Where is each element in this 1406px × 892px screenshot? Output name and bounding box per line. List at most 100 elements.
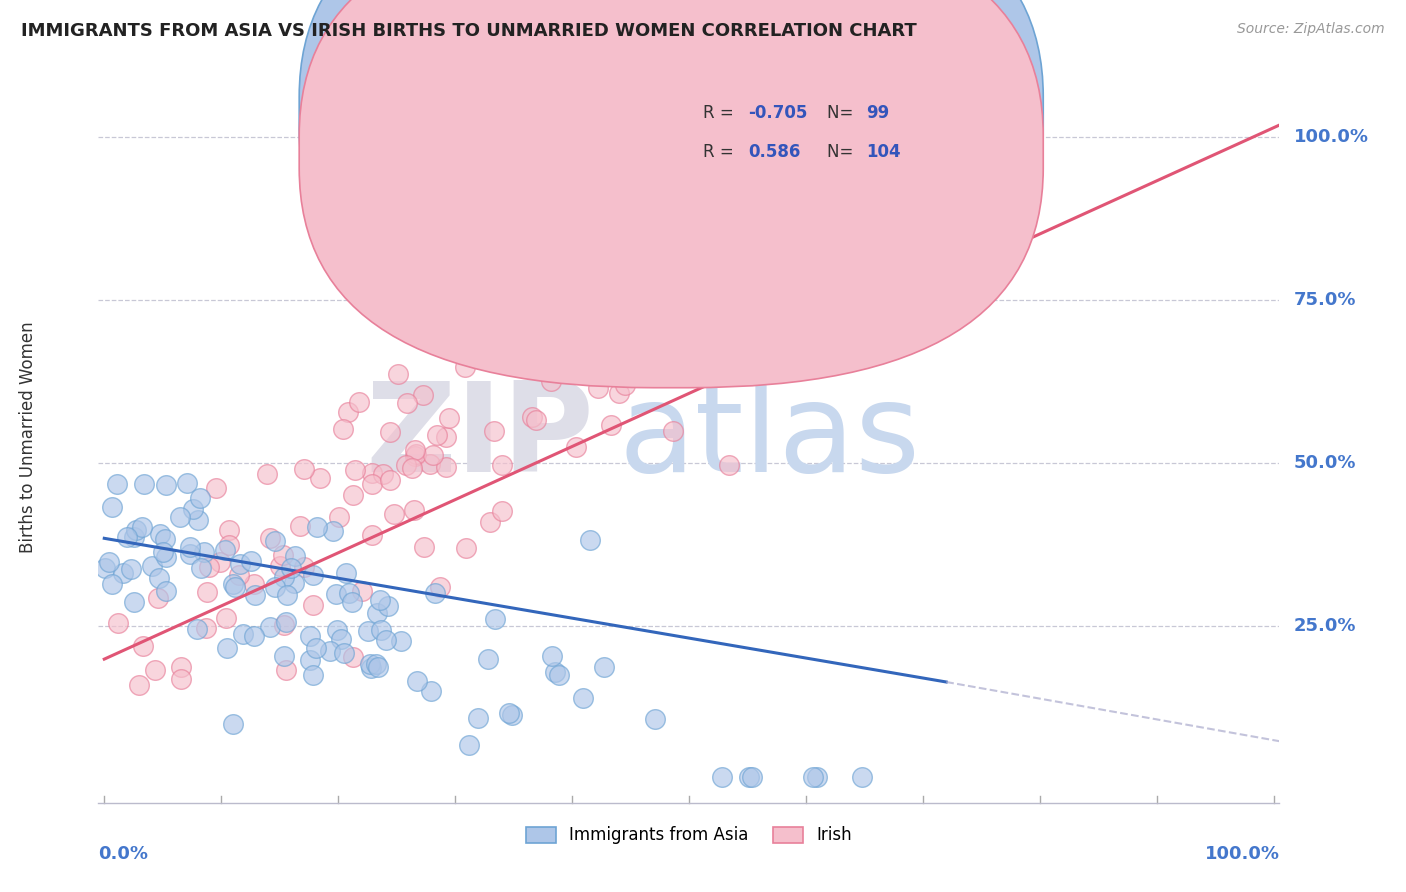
Point — [264, 580, 287, 594]
Text: atlas: atlas — [619, 376, 920, 498]
Text: 100.0%: 100.0% — [1294, 128, 1368, 145]
Point — [94, 561, 117, 575]
Point — [239, 554, 262, 568]
Point — [738, 770, 761, 784]
Point — [412, 541, 434, 555]
Point — [344, 463, 367, 477]
Point — [329, 632, 352, 646]
Point — [491, 504, 513, 518]
Point — [305, 520, 328, 534]
Point — [839, 187, 862, 202]
Point — [434, 430, 457, 444]
Point — [134, 477, 156, 491]
Point — [274, 663, 297, 677]
Point — [404, 449, 426, 463]
Point — [404, 503, 426, 517]
Point — [124, 524, 146, 538]
Point — [319, 644, 342, 658]
Point — [187, 513, 209, 527]
Point — [107, 615, 129, 630]
Point — [613, 378, 636, 392]
Point — [741, 770, 763, 784]
Point — [678, 202, 700, 217]
Point — [325, 587, 347, 601]
Point — [105, 477, 128, 491]
Text: N=: N= — [827, 143, 859, 161]
Point — [347, 394, 370, 409]
Point — [804, 351, 827, 365]
Text: -0.705: -0.705 — [748, 104, 807, 122]
Point — [522, 409, 544, 424]
Text: Births to Unmarried Women: Births to Unmarried Women — [18, 321, 37, 553]
Point — [458, 739, 481, 753]
Point — [273, 649, 295, 664]
Point — [707, 304, 730, 318]
Point — [412, 387, 434, 401]
Point — [131, 639, 153, 653]
Point — [395, 458, 418, 472]
Point — [152, 545, 174, 559]
Point — [368, 592, 391, 607]
Point — [146, 591, 169, 606]
Point — [243, 589, 266, 603]
Point — [444, 208, 467, 222]
Point — [541, 648, 564, 663]
Point — [218, 523, 240, 537]
Point — [419, 457, 441, 471]
Point — [155, 477, 177, 491]
Point — [702, 360, 724, 375]
Point — [522, 245, 544, 260]
Point — [364, 657, 387, 672]
Point — [290, 518, 312, 533]
Point — [422, 448, 444, 462]
Point — [512, 328, 534, 343]
Point — [456, 541, 478, 556]
Point — [389, 633, 412, 648]
Point — [111, 566, 134, 580]
Text: 75.0%: 75.0% — [1294, 291, 1355, 309]
Point — [302, 668, 325, 682]
Point — [723, 322, 745, 336]
Text: R =: R = — [703, 104, 740, 122]
Point — [100, 500, 122, 515]
Point — [305, 640, 328, 655]
Point — [700, 329, 723, 343]
Point — [131, 520, 153, 534]
Text: 50.0%: 50.0% — [1294, 454, 1355, 472]
Point — [120, 562, 142, 576]
Point — [169, 509, 191, 524]
Point — [583, 342, 606, 356]
Point — [205, 481, 228, 495]
Point — [195, 584, 218, 599]
Point — [193, 545, 215, 559]
Point — [280, 561, 302, 575]
Text: IMMIGRANTS FROM ASIA VS IRISH BIRTHS TO UNMARRIED WOMEN CORRELATION CHART: IMMIGRANTS FROM ASIA VS IRISH BIRTHS TO … — [21, 22, 917, 40]
Point — [242, 576, 264, 591]
Point — [222, 577, 245, 591]
Point — [617, 359, 640, 373]
Point — [437, 410, 460, 425]
Point — [208, 555, 231, 569]
Point — [325, 623, 347, 637]
Point — [336, 405, 359, 419]
Point — [263, 534, 285, 549]
Point — [276, 588, 298, 602]
Point — [801, 770, 824, 784]
Point — [143, 663, 166, 677]
Point — [434, 460, 457, 475]
FancyBboxPatch shape — [299, 0, 1043, 349]
Point — [491, 458, 513, 472]
Point — [662, 424, 685, 438]
Point — [155, 550, 177, 565]
Point — [387, 368, 409, 382]
Point — [697, 300, 720, 314]
Point — [269, 558, 291, 573]
Point — [155, 584, 177, 599]
Text: 99: 99 — [866, 104, 890, 122]
Point — [194, 621, 217, 635]
Point — [600, 418, 623, 433]
Point — [607, 386, 630, 401]
Point — [849, 197, 872, 211]
Text: ZIP: ZIP — [366, 376, 595, 498]
Point — [360, 477, 382, 491]
